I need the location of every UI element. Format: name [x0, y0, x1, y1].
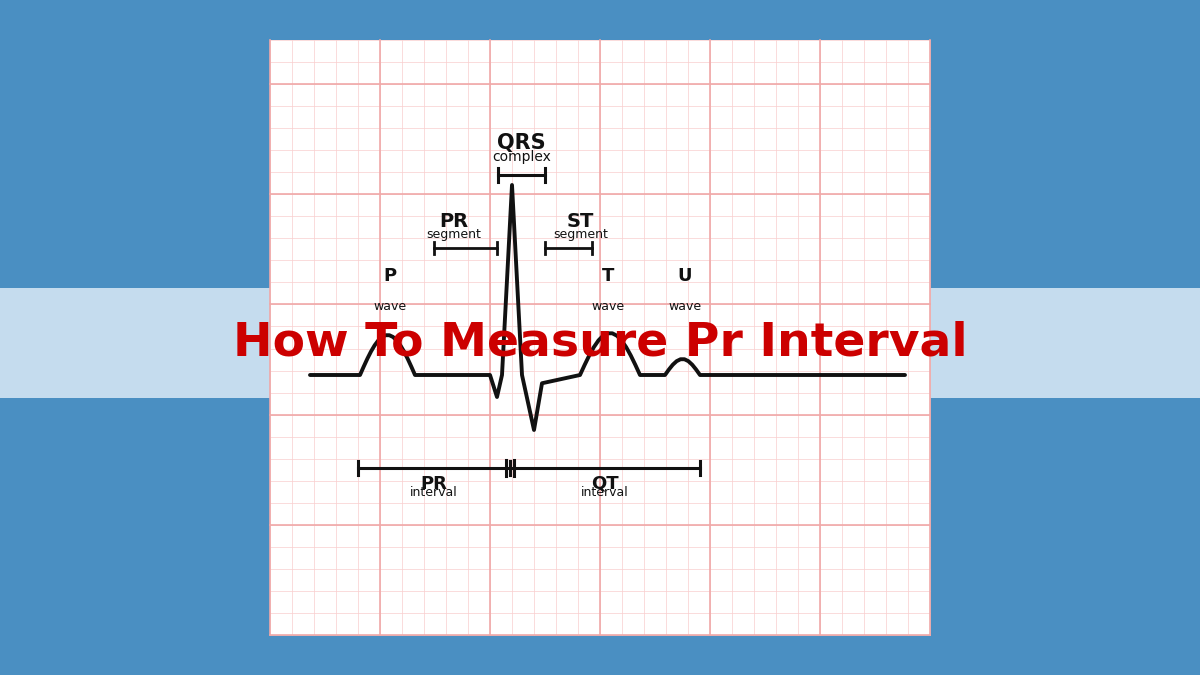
Text: How To Measure Pr Interval: How To Measure Pr Interval — [233, 321, 967, 365]
Text: U: U — [678, 267, 692, 285]
Text: interval: interval — [410, 486, 458, 500]
Text: T: T — [602, 267, 614, 285]
Text: interval: interval — [581, 486, 629, 500]
Text: segment: segment — [426, 228, 481, 241]
Text: segment: segment — [553, 228, 608, 241]
FancyBboxPatch shape — [0, 288, 1200, 398]
FancyBboxPatch shape — [270, 40, 930, 635]
Text: QT: QT — [592, 475, 619, 493]
Text: PR: PR — [420, 475, 448, 493]
Text: complex: complex — [492, 151, 551, 164]
Text: P: P — [384, 267, 396, 285]
Text: QRS: QRS — [497, 134, 546, 153]
Text: wave: wave — [592, 300, 624, 313]
Text: PR: PR — [439, 212, 468, 231]
Text: ST: ST — [566, 212, 594, 231]
Text: wave: wave — [373, 300, 407, 313]
Text: wave: wave — [668, 300, 702, 313]
